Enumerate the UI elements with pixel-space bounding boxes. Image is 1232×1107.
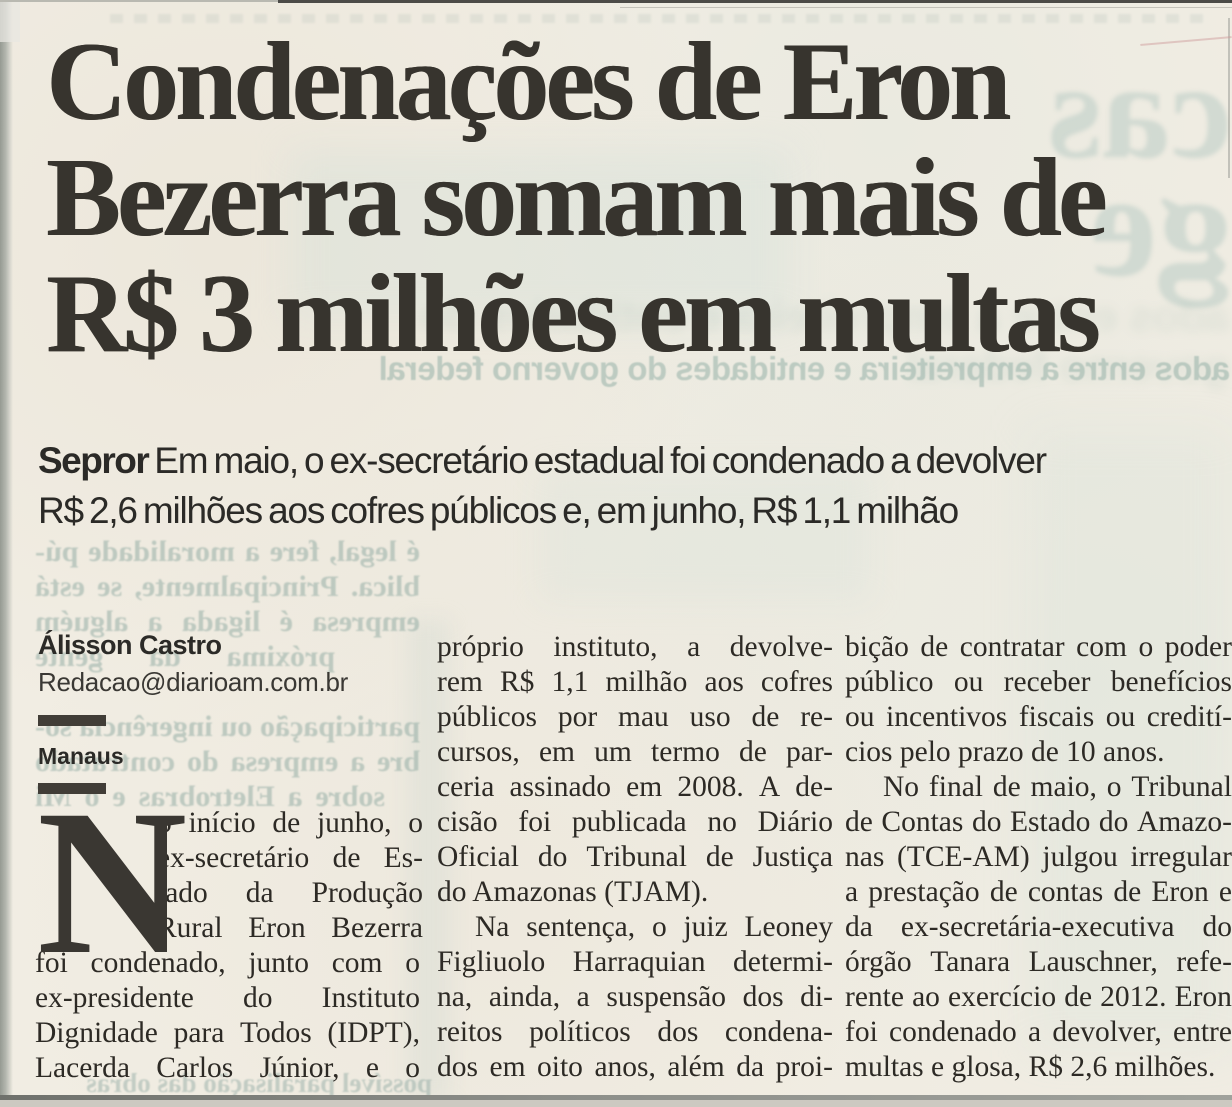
subheadline: Sepror Em maio, o ex-secretário estadual … [38,436,1213,536]
body-text-line: No final de maio, o Tribunal [883,771,1232,803]
body-text-line: Dignidade para Todos (IDPT), [35,1017,420,1049]
scan-edge-corner [0,0,20,42]
body-text-line: do Amazonas (TJAM). [437,876,709,908]
body-text-line: ex-presidente do Instituto [35,982,420,1014]
body-column-2: próprio instituto, a devolve-rem R$ 1,1 milhão… [437,630,833,1085]
scan-edge-bottom [0,1095,1232,1100]
headline-line: R$ 3 milhões em multas [46,252,1101,376]
body-text-line: foi condenado, junto com o [35,947,420,979]
bleedthrough-microtext-stripe [110,14,1210,23]
headline-line: Condenações de Eron [46,20,1011,144]
scan-edge-right [1228,18,1230,178]
body-text-line: Figliuolo Harraquian determi- [437,946,833,978]
dateline-city: Manaus [38,743,124,769]
scan-edge-hairline [620,7,1232,8]
body-text-line: na, ainda, a suspensão dos di- [437,981,833,1013]
body-text-line: cisão foi publicada no Diário [437,806,833,838]
body-text-line: cios pelo prazo de 10 anos. [845,736,1165,768]
drop-cap: N [37,767,188,997]
subheadline-line-1: Em maio, o ex-secretário estadual foi co… [154,440,1047,481]
body-text-line: Na sentença, o juiz Leoney [475,911,833,943]
body-text-line: cursos, em um termo de par- [437,736,833,768]
scan-edge-top [278,0,1232,3]
body-text-line: rente ao exercício de 2012. Eron [845,981,1232,1013]
scan-edge-bottom [0,1100,1232,1107]
body-column-3: bição de contratar com o poder público ou recebe… [845,630,1232,1085]
subheadline-line-2: R$ 2,6 milhões aos cofres públicos e, em… [38,490,959,531]
body-text-line: bição de contratar com o poder [845,631,1232,663]
scan-edge-top [0,0,278,2]
body-text-line: o início de junho, o [157,807,423,839]
body-text-line: públicos por mau uso de re- [437,701,833,733]
headline-line: Bezerra somam mais de [46,136,1107,260]
body-text-line: próprio instituto, a devolve- [437,631,833,663]
body-column-1: N o início de junho, o ex-secretário de Es-tado… [35,767,423,1086]
body-text-line: a prestação de contas de Eron e [845,876,1232,908]
body-text-line: ex-secretário de Es- [157,842,423,874]
author-name: Álisson Castro [38,630,222,660]
body-text-line: rem R$ 1,1 milhão aos cofres [437,666,833,698]
body-text-line: Lacerda Carlos Júnior, e o [35,1052,420,1084]
headline: Condenações de Eron Bezerra somam mais d… [46,24,1226,372]
divider-rule [38,783,106,794]
scan-edge-left [0,0,13,1107]
dropcap-adjacent-lines: o início de junho, o ex-secretário de Es-tado da… [157,806,423,946]
byline-block: Álisson Castro Redacao@diarioam.com.br M… [38,630,398,794]
bleedthrough-text-line: é legal, fere a moralidade pú- [35,535,420,568]
body-text-line: público ou receber benefícios [845,666,1232,698]
body-text-line: nas (TCE-AM) julgou irregular [845,841,1232,873]
author-email: Redacao@diarioam.com.br [38,667,348,697]
body-text-line: multas e glosa, R$ 2,6 milhões. [845,1051,1216,1083]
body-text-line: reitos políticos dos condena- [437,1016,833,1048]
body-text-line: tado da Produção [157,877,423,909]
body-text-line: dos em oito anos, além da proi- [437,1051,833,1083]
body-text-line: ou incentivos fiscais ou credití- [845,701,1232,733]
divider-rule [38,715,106,726]
body-text-line: Rural Eron Bezerra [157,912,423,944]
body-text-line: foi condenado a devolver, entre [845,1016,1232,1048]
section-kicker: Sepror [38,440,150,481]
column-lines: foi condenado, junto com o ex-presidente do Ins… [35,946,420,1086]
body-text-line: Oficial do Tribunal de Justiça [437,841,833,873]
body-text-line: órgão Tanara Lauschner, refe- [845,946,1232,978]
body-text-line: da ex-secretária-executiva do [845,911,1232,943]
bleedthrough-text-line: blica. Principalmente, se está [35,570,420,603]
body-text-line: de Contas do Estado do Amazo- [845,806,1232,838]
